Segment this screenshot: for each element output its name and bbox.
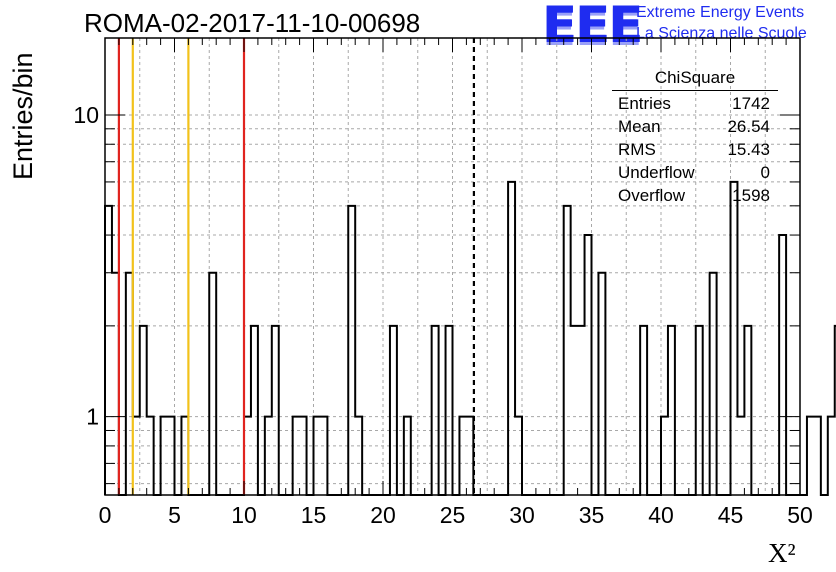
- y-tick-label: 1: [86, 404, 99, 430]
- stats-value: 1598: [732, 186, 770, 205]
- stats-value: 0: [760, 163, 770, 182]
- x-tick-label: 40: [648, 502, 674, 528]
- stats-title: ChiSquare: [612, 68, 778, 91]
- stats-row-rms: RMS 15.43: [612, 138, 778, 161]
- x-tick-label: 5: [168, 502, 181, 528]
- histogram-outline: [104, 180, 836, 496]
- x-tick-label: 45: [718, 502, 744, 528]
- stats-label: Entries: [618, 94, 671, 113]
- x-tick-label: 35: [579, 502, 605, 528]
- eee-logo: EEE: [542, 0, 642, 54]
- stats-label: Overflow: [618, 186, 686, 205]
- stats-row-entries: Entries 1742: [612, 92, 778, 115]
- x-tick-label: 20: [370, 502, 396, 528]
- y-tick-label: 10: [73, 102, 99, 128]
- stats-label: Mean: [618, 117, 661, 136]
- x-tick-label: 30: [509, 502, 535, 528]
- stats-label: RMS: [618, 140, 656, 159]
- stats-row-underflow: Underflow 0: [612, 161, 778, 184]
- x-tick-label: 10: [231, 502, 257, 528]
- stats-box: ChiSquare Entries 1742 Mean 26.54 RMS 15…: [612, 68, 778, 207]
- stats-label: Underflow: [618, 163, 695, 182]
- chart-title: ROMA-02-2017-11-10-00698: [84, 8, 421, 38]
- stats-value: 26.54: [727, 117, 770, 136]
- logo-line-1: Extreme Energy Events: [636, 4, 805, 21]
- x-tick-label: 15: [301, 502, 327, 528]
- stats-value: 1742: [732, 94, 770, 113]
- x-tick-label: 0: [99, 502, 112, 528]
- stats-row-mean: Mean 26.54: [612, 115, 778, 138]
- x-tick-label: 25: [440, 502, 466, 528]
- stats-value: 15.43: [727, 140, 770, 159]
- x-axis-label: X²: [768, 538, 796, 568]
- x-tick-label: 50: [787, 502, 813, 528]
- stats-row-overflow: Overflow 1598: [612, 184, 778, 207]
